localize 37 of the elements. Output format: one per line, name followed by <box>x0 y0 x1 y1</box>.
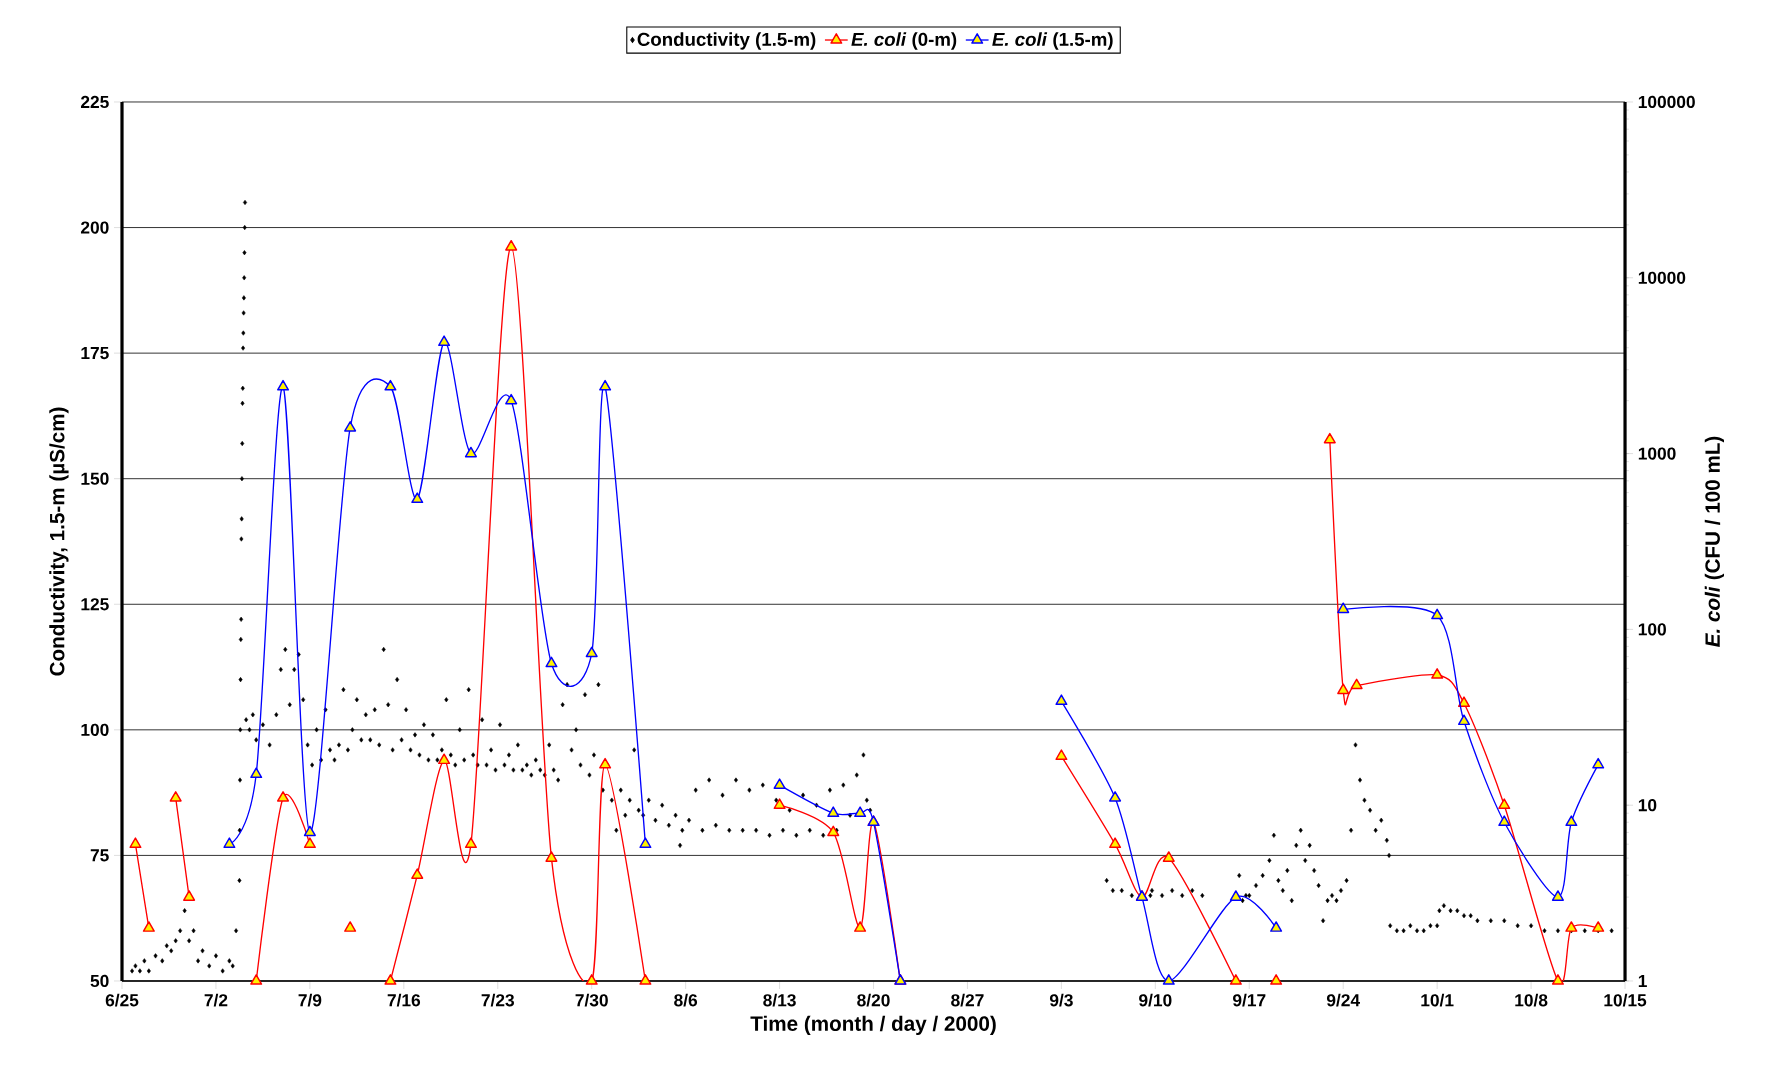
y-tick-label: 100 <box>81 723 109 736</box>
x-tick-label: 8/13 <box>763 993 796 1007</box>
y-tick-label: 225 <box>80 95 109 109</box>
x-tick-label: 8/6 <box>674 993 698 1007</box>
x-tick-label: 7/16 <box>387 993 421 1007</box>
x-tick-label: 8/27 <box>951 993 984 1007</box>
x-tick-label: 10/15 <box>1604 993 1647 1007</box>
y-tick-label: 50 <box>90 974 109 988</box>
y2-tick-label: 100 <box>1638 623 1666 636</box>
legend-label: Conductivity (1.5-m) <box>637 32 816 50</box>
x-tick-label: 7/30 <box>575 993 608 1007</box>
x-tick-label: 7/9 <box>298 993 322 1007</box>
x-tick-label: 9/10 <box>1139 993 1172 1007</box>
y-tick-label: 150 <box>81 472 109 485</box>
x-axis-title: Time (month / day / 2000) <box>750 1015 996 1036</box>
x-tick-label: 7/23 <box>481 993 514 1007</box>
y-tick-label: 75 <box>90 849 109 862</box>
y-axis-title: Conductivity, 1.5-m (µS/cm) <box>49 407 69 676</box>
y2-tick-label: 10000 <box>1638 271 1686 284</box>
x-tick-label: 10/8 <box>1515 993 1548 1007</box>
y2-tick-label: 1000 <box>1638 447 1676 460</box>
y-tick-label: 125 <box>81 598 109 611</box>
y-tick-label: 175 <box>81 347 109 360</box>
x-tick-label: 10/1 <box>1421 993 1454 1007</box>
x-tick-label: 9/24 <box>1326 993 1360 1007</box>
x-tick-label: 8/20 <box>857 993 890 1007</box>
x-tick-label: 9/3 <box>1049 993 1073 1007</box>
legend-label: E. coli (1.5-m) <box>992 32 1113 50</box>
legend-label: E. coli (0-m) <box>851 32 957 50</box>
y-tick-label: 200 <box>80 221 109 234</box>
y2-tick-label: 100000 <box>1638 95 1695 109</box>
y2-tick-label: 1 <box>1638 975 1647 987</box>
x-tick-label: 6/25 <box>105 993 139 1007</box>
y2-axis-title: E. coli (CFU / 100 mL) <box>1704 436 1724 647</box>
x-tick-label: 9/17 <box>1233 993 1266 1007</box>
y2-tick-label: 10 <box>1638 799 1657 812</box>
x-tick-label: 7/2 <box>204 993 228 1007</box>
